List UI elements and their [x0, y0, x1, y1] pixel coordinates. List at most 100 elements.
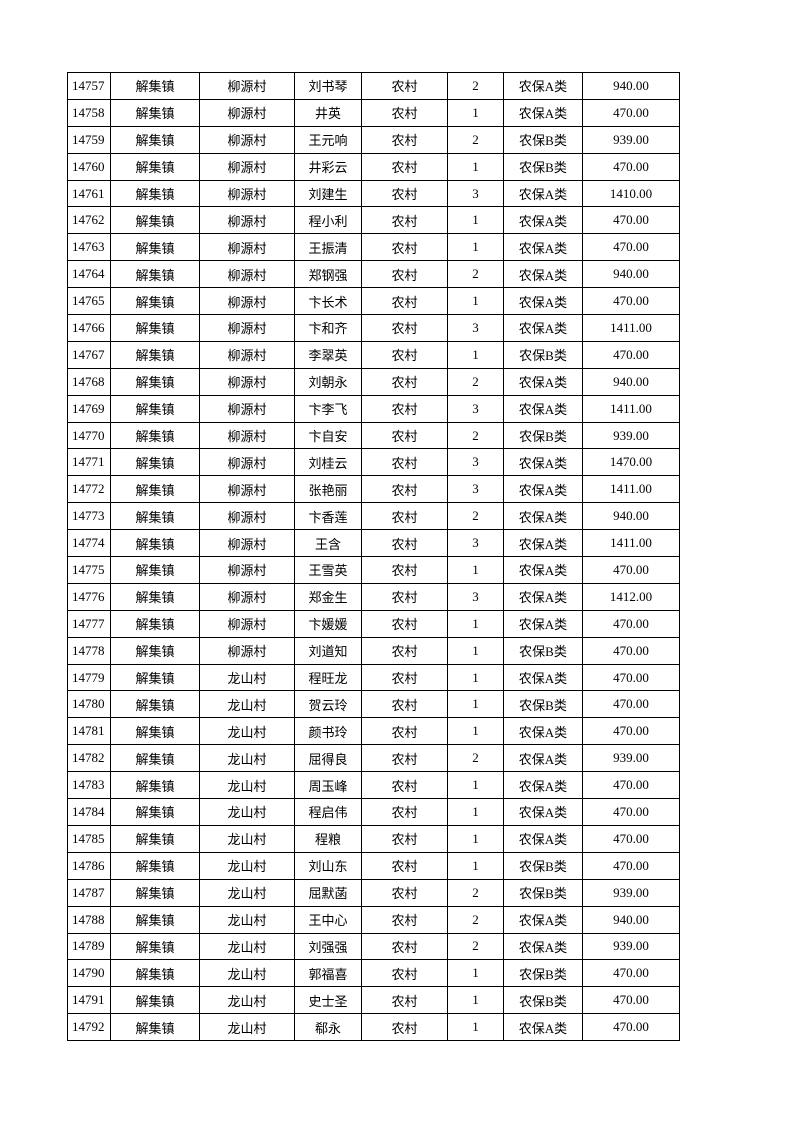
amount: 1470.00	[582, 448, 680, 477]
insurance-type: 农保A类	[503, 744, 583, 773]
insurance-type: 农保B类	[503, 878, 583, 907]
village: 柳源村	[199, 448, 295, 477]
village: 龙山村	[199, 986, 295, 1015]
household-count: 3	[447, 448, 504, 477]
area-type: 农村	[361, 1013, 448, 1042]
table-row: 14783 解集镇 龙山村 周玉峰 农村 1 农保A类 470.00	[67, 771, 680, 800]
amount: 470.00	[582, 206, 680, 235]
insurance-type: 农保A类	[503, 582, 583, 611]
insurance-type: 农保B类	[503, 421, 583, 450]
person-name: 史士圣	[294, 986, 362, 1015]
area-type: 农村	[361, 556, 448, 584]
table-row: 14765 解集镇 柳源村 卞长术 农村 1 农保A类 470.00	[67, 287, 680, 316]
person-name: 卞和齐	[294, 314, 362, 342]
person-name: 王中心	[294, 905, 362, 934]
household-count: 3	[447, 582, 504, 611]
area-type: 农村	[361, 367, 448, 396]
record-id: 14790	[67, 959, 111, 988]
person-name: 王雪英	[294, 556, 362, 584]
insurance-type: 农保A类	[503, 1013, 583, 1042]
town: 解集镇	[110, 636, 200, 665]
town: 解集镇	[110, 1013, 200, 1042]
town: 解集镇	[110, 125, 200, 154]
person-name: 张艳丽	[294, 475, 362, 504]
area-type: 农村	[361, 609, 448, 638]
insurance-type: 农保B类	[503, 636, 583, 665]
insurance-type: 农保A类	[503, 179, 583, 208]
insurance-type: 农保A类	[503, 72, 583, 100]
table-row: 14789 解集镇 龙山村 刘强强 农村 2 农保A类 939.00	[67, 932, 680, 961]
town: 解集镇	[110, 421, 200, 450]
village: 柳源村	[199, 206, 295, 235]
insurance-type: 农保A类	[503, 206, 583, 235]
household-count: 1	[447, 636, 504, 665]
insurance-type: 农保A类	[503, 502, 583, 531]
area-type: 农村	[361, 475, 448, 504]
table-row: 14781 解集镇 龙山村 颜书玲 农村 1 农保A类 470.00	[67, 717, 680, 746]
person-name: 屈得良	[294, 744, 362, 773]
insurance-type: 农保B类	[503, 340, 583, 369]
record-id: 14778	[67, 636, 111, 665]
area-type: 农村	[361, 986, 448, 1015]
village: 柳源村	[199, 636, 295, 665]
household-count: 1	[447, 609, 504, 638]
table-row: 14782 解集镇 龙山村 屈得良 农村 2 农保A类 939.00	[67, 744, 680, 773]
amount: 470.00	[582, 798, 680, 826]
household-count: 1	[447, 798, 504, 826]
area-type: 农村	[361, 771, 448, 800]
table-row: 14771 解集镇 柳源村 刘桂云 农村 3 农保A类 1470.00	[67, 448, 680, 477]
insurance-type: 农保B类	[503, 959, 583, 988]
table-row: 14779 解集镇 龙山村 程旺龙 农村 1 农保A类 470.00	[67, 663, 680, 692]
table-row: 14792 解集镇 龙山村 郗永 农村 1 农保A类 470.00	[67, 1013, 680, 1042]
record-id: 14759	[67, 125, 111, 154]
town: 解集镇	[110, 717, 200, 746]
amount: 940.00	[582, 260, 680, 289]
record-id: 14779	[67, 663, 111, 692]
town: 解集镇	[110, 529, 200, 558]
area-type: 农村	[361, 798, 448, 826]
table-row: 14767 解集镇 柳源村 李翠英 农村 1 农保B类 470.00	[67, 340, 680, 369]
table-row: 14773 解集镇 柳源村 卞香莲 农村 2 农保A类 940.00	[67, 502, 680, 531]
town: 解集镇	[110, 824, 200, 853]
area-type: 农村	[361, 582, 448, 611]
insurance-type: 农保A类	[503, 798, 583, 826]
record-id: 14761	[67, 179, 111, 208]
insurance-type: 农保A类	[503, 287, 583, 316]
record-id: 14787	[67, 878, 111, 907]
amount: 939.00	[582, 932, 680, 961]
insurance-type: 农保A类	[503, 905, 583, 934]
household-count: 1	[447, 98, 504, 127]
insurance-type: 农保B类	[503, 986, 583, 1015]
household-count: 2	[447, 72, 504, 100]
village: 柳源村	[199, 152, 295, 181]
person-name: 郑金生	[294, 582, 362, 611]
village: 龙山村	[199, 851, 295, 880]
village: 龙山村	[199, 717, 295, 746]
household-count: 2	[447, 905, 504, 934]
amount: 470.00	[582, 609, 680, 638]
village: 龙山村	[199, 932, 295, 961]
insurance-type: 农保A类	[503, 260, 583, 289]
person-name: 程旺龙	[294, 663, 362, 692]
table-row: 14763 解集镇 柳源村 王振清 农村 1 农保A类 470.00	[67, 233, 680, 262]
household-count: 1	[447, 851, 504, 880]
record-id: 14763	[67, 233, 111, 262]
person-name: 王振清	[294, 233, 362, 262]
area-type: 农村	[361, 340, 448, 369]
town: 解集镇	[110, 851, 200, 880]
table-row: 14776 解集镇 柳源村 郑金生 农村 3 农保A类 1412.00	[67, 582, 680, 611]
area-type: 农村	[361, 905, 448, 934]
household-count: 1	[447, 690, 504, 719]
town: 解集镇	[110, 798, 200, 826]
amount: 470.00	[582, 663, 680, 692]
person-name: 郗永	[294, 1013, 362, 1042]
amount: 470.00	[582, 986, 680, 1015]
record-id: 14774	[67, 529, 111, 558]
table-row: 14766 解集镇 柳源村 卞和齐 农村 3 农保A类 1411.00	[67, 314, 680, 342]
household-count: 1	[447, 152, 504, 181]
town: 解集镇	[110, 367, 200, 396]
amount: 470.00	[582, 824, 680, 853]
town: 解集镇	[110, 287, 200, 316]
amount: 470.00	[582, 152, 680, 181]
